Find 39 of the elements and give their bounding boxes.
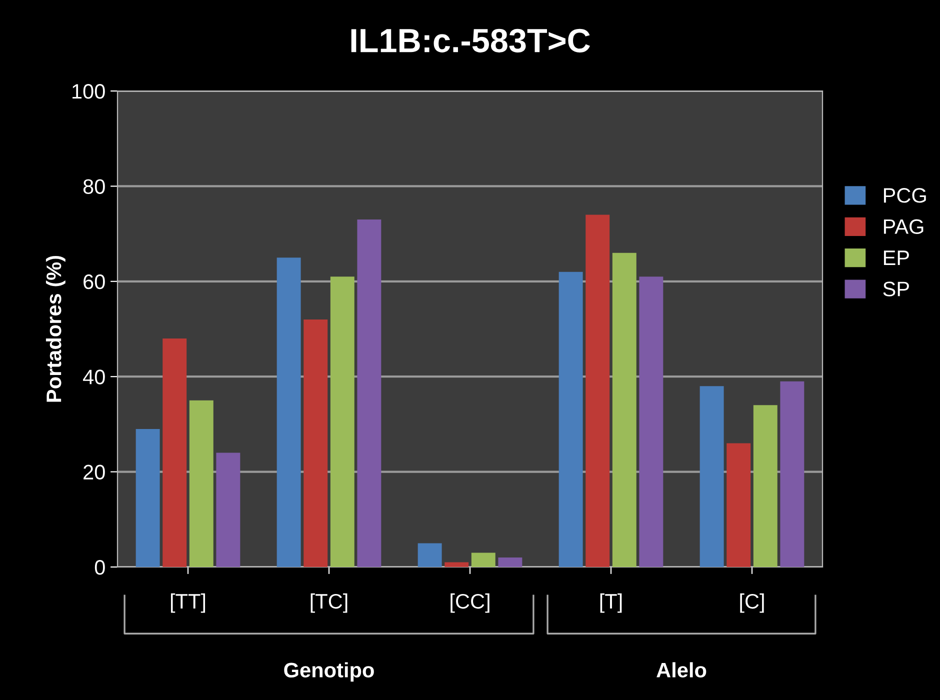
y-tick-label: 60 bbox=[84, 274, 105, 290]
bar bbox=[726, 443, 751, 567]
x-tick-label: [TC] bbox=[310, 593, 348, 613]
bar bbox=[498, 557, 522, 567]
bar bbox=[471, 552, 496, 567]
bar bbox=[418, 543, 442, 567]
bar bbox=[612, 252, 636, 567]
bar bbox=[136, 428, 160, 567]
y-tick-label: 80 bbox=[83, 179, 105, 194]
bar bbox=[586, 214, 610, 567]
legend-label: PAG bbox=[884, 219, 924, 234]
legend-label: SP bbox=[883, 282, 909, 296]
text: Genotipo bbox=[284, 662, 374, 682]
x-tick-label: [C] bbox=[740, 593, 764, 613]
bar bbox=[189, 400, 214, 567]
x-tick-label: [TT] bbox=[170, 593, 206, 613]
bar bbox=[753, 405, 778, 567]
bar bbox=[276, 258, 301, 567]
bar bbox=[216, 452, 240, 567]
y-tick-label: 100 bbox=[72, 84, 105, 99]
bar bbox=[444, 562, 469, 567]
x-tick-label: [T] bbox=[600, 593, 622, 613]
y-tick-label: 20 bbox=[84, 464, 105, 480]
legend-label: PCG bbox=[884, 188, 926, 203]
y-tick-label: 0 bbox=[94, 560, 105, 575]
bar bbox=[304, 319, 328, 567]
bar bbox=[639, 276, 664, 567]
bar bbox=[700, 386, 724, 567]
x-tick-label: [CC] bbox=[450, 593, 490, 613]
bar bbox=[558, 272, 583, 567]
y-axis-title: Portadores (%) bbox=[46, 256, 66, 402]
chart-title: IL1B:c.-583T>C bbox=[351, 28, 590, 52]
bar bbox=[357, 220, 382, 567]
legend-label: EP bbox=[884, 250, 909, 265]
text: Alelo bbox=[656, 662, 706, 678]
y-tick-label: 40 bbox=[83, 370, 105, 384]
bar bbox=[162, 338, 187, 567]
bar bbox=[780, 381, 804, 567]
bar bbox=[330, 276, 354, 567]
